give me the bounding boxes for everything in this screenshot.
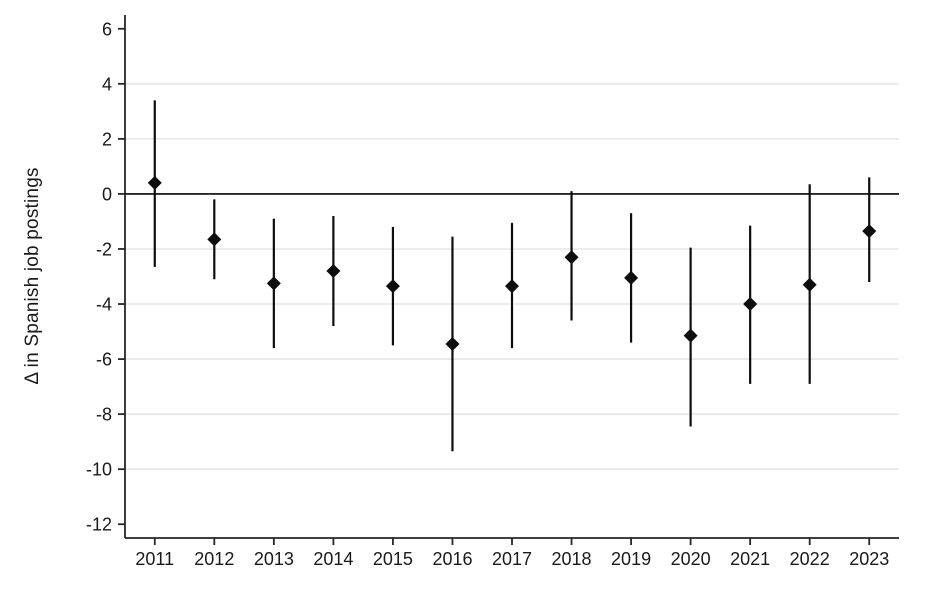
marker-diamond xyxy=(326,263,341,278)
marker-diamond xyxy=(862,224,877,239)
x-tick-label: 2013 xyxy=(254,549,294,569)
y-tick-label: -10 xyxy=(86,460,112,480)
marker-diamond xyxy=(385,279,400,294)
x-tick-label: 2018 xyxy=(552,549,592,569)
y-tick-label: -6 xyxy=(96,350,112,370)
x-tick-label: 2019 xyxy=(611,549,651,569)
y-axis-title: Δ in Spanish job postings xyxy=(22,167,43,385)
x-tick-label: 2012 xyxy=(194,549,234,569)
y-axis-ticks: 6 4 2 0 -2 -4 -6 -8 -10 -12 xyxy=(86,19,125,535)
y-tick-label: 6 xyxy=(102,19,112,39)
y-tick-label: 2 xyxy=(102,129,112,149)
x-tick-label: 2020 xyxy=(671,549,711,569)
marker-diamond xyxy=(564,250,579,265)
marker-diamond xyxy=(147,175,162,190)
y-tick-label: -4 xyxy=(96,295,112,315)
x-tick-label: 2015 xyxy=(373,549,413,569)
marker-diamond xyxy=(266,276,281,291)
x-tick-label: 2011 xyxy=(135,549,174,569)
y-tick-label: -8 xyxy=(96,405,112,425)
marker-diamond xyxy=(505,279,519,294)
x-tick-label: 2022 xyxy=(790,549,830,569)
x-axis-ticks: 2011 2012 2013 2014 2015 2016 2017 2018 2019 2020… xyxy=(135,538,889,569)
marker-diamond xyxy=(683,328,698,343)
x-tick-label: 2016 xyxy=(432,549,472,569)
confidence-intervals xyxy=(153,100,871,452)
marker-diamond xyxy=(207,232,222,247)
x-tick-label: 2023 xyxy=(849,549,889,569)
marker-diamond xyxy=(445,336,460,351)
x-tick-label: 2017 xyxy=(492,549,532,569)
y-tick-label: 4 xyxy=(102,74,112,94)
marker-diamond xyxy=(624,270,639,285)
y-tick-label: -12 xyxy=(86,515,112,535)
x-tick-label: 2014 xyxy=(313,549,353,569)
y-tick-label: 0 xyxy=(102,184,112,204)
markers xyxy=(147,175,877,351)
y-tick-label: -2 xyxy=(96,239,112,259)
x-tick-label: 2021 xyxy=(730,549,770,569)
marker-diamond xyxy=(743,297,758,312)
marker-diamond xyxy=(802,277,817,292)
